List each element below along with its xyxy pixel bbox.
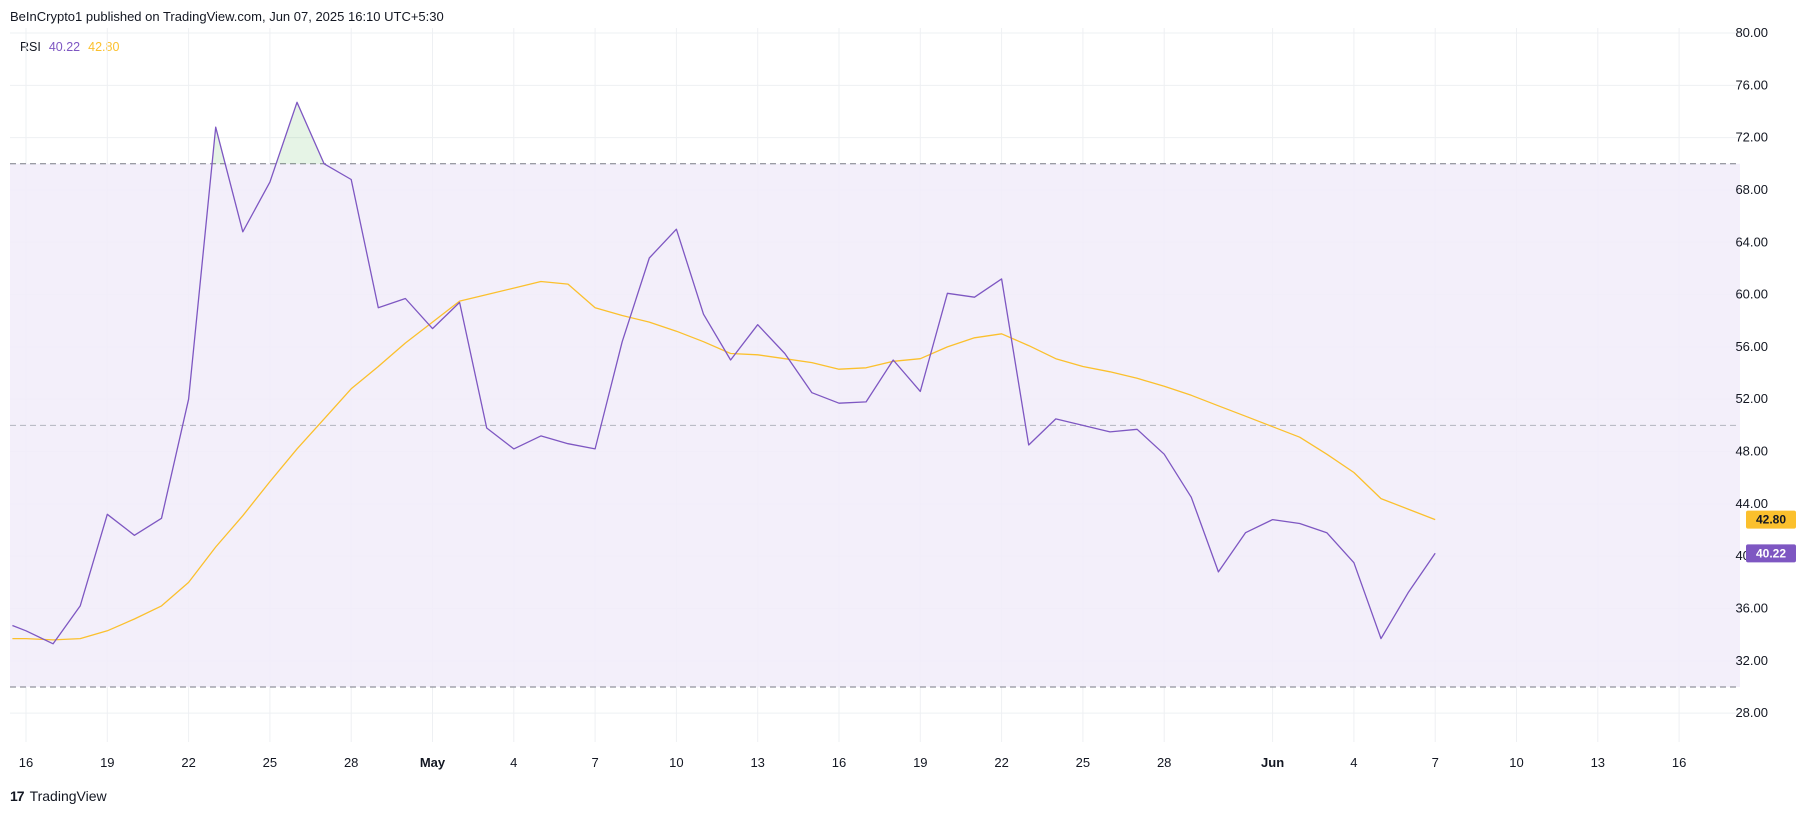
x-tick-label: 4 [1350, 755, 1357, 770]
x-tick-label: 16 [1672, 755, 1686, 770]
y-tick-label: 44.00 [1735, 496, 1768, 511]
x-tick-label: 28 [344, 755, 358, 770]
last-value-tags: 42.80 40.22 [1746, 510, 1796, 563]
rsi-last-value-tag-bg [1746, 544, 1796, 563]
indicator-legend[interactable]: RSI 40.22 42.80 [20, 40, 119, 54]
rsi-series-line [12, 101, 1436, 645]
y-tick-label: 80.00 [1735, 25, 1768, 40]
x-tick-label: 4 [510, 755, 517, 770]
y-tick-label: 36.00 [1735, 601, 1768, 616]
x-tick-label: Jun [1261, 755, 1284, 770]
y-tick-label: 60.00 [1735, 287, 1768, 302]
y-tick-label: 52.00 [1735, 391, 1768, 406]
rsi-value: 40.22 [48, 40, 81, 54]
x-tick-label: 25 [1076, 755, 1090, 770]
tradingview-logo-icon: 17 [10, 788, 25, 804]
x-tick-label: 28 [1157, 755, 1171, 770]
ma-last-value-tag-text: 42.80 [1756, 513, 1786, 527]
x-tick-label: 22 [994, 755, 1008, 770]
rsi-last-value-tag: 40.22 [1746, 544, 1796, 563]
y-tick-label: 64.00 [1735, 234, 1768, 249]
tradingview-brand: TradingView [29, 788, 107, 804]
publish-info: BeInCrypto1 published on TradingView.com… [10, 9, 444, 24]
ma-last-value-tag-bg [1746, 510, 1796, 529]
x-tick-label: 13 [1591, 755, 1605, 770]
x-tick-label: 13 [750, 755, 764, 770]
x-tick-label: 22 [181, 755, 195, 770]
x-tick-label: 10 [1509, 755, 1523, 770]
chart-series [12, 101, 1436, 645]
x-tick-label: 7 [591, 755, 598, 770]
indicator-name: RSI [20, 40, 41, 54]
y-tick-label: 48.00 [1735, 444, 1768, 459]
rsi-bands [10, 163, 1740, 688]
rsi-last-value-tag-text: 40.22 [1756, 546, 1786, 560]
x-axis[interactable]: 16 19 22 25 28 May 4 7 10 13 16 19 22 25 28 Jun 4 7 10 13 16 [19, 755, 1687, 770]
y-tick-label: 28.00 [1735, 705, 1768, 720]
x-tick-label: 10 [669, 755, 683, 770]
ma-value: 42.80 [88, 40, 120, 54]
x-tick-label: 19 [913, 755, 927, 770]
ma-last-value-tag: 42.80 [1746, 510, 1796, 529]
ma-series-line [12, 280, 1436, 641]
x-tick-label: 19 [100, 755, 114, 770]
y-tick-label: 76.00 [1735, 77, 1768, 92]
y-tick-label: 72.00 [1735, 130, 1768, 145]
y-tick-label: 32.00 [1735, 653, 1768, 668]
x-tick-label: 25 [263, 755, 277, 770]
tradingview-footer[interactable]: 17 TradingView [10, 788, 107, 804]
x-tick-label: 16 [832, 755, 846, 770]
x-tick-label: 7 [1432, 755, 1439, 770]
x-tick-label: 16 [19, 755, 33, 770]
y-tick-label: 56.00 [1735, 339, 1768, 354]
y-axis[interactable]: 80.00 76.00 72.00 68.00 64.00 60.00 56.00 52.00… [1735, 25, 1768, 720]
y-tick-label: 68.00 [1735, 182, 1768, 197]
x-tick-label: May [420, 755, 446, 770]
